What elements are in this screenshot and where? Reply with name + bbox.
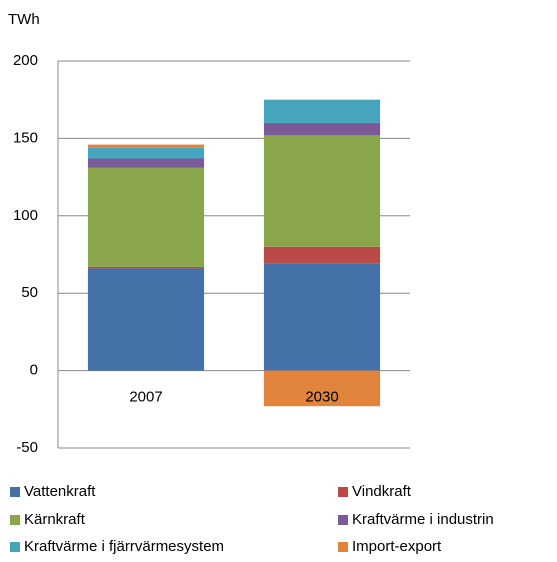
x-tick-label: 2007 <box>129 389 162 406</box>
bar-segment <box>87 147 205 159</box>
y-tick-label: 200 <box>13 52 38 69</box>
y-tick-label: 100 <box>13 207 38 224</box>
legend-swatch <box>10 487 20 497</box>
y-tick-label: 150 <box>13 129 38 146</box>
y-tick-label: 0 <box>30 362 38 379</box>
legend-label: Kraftvärme i industrin <box>352 511 494 528</box>
bar-segment <box>263 246 381 264</box>
legend-swatch <box>338 542 348 552</box>
bar-segment <box>263 99 381 123</box>
legend-swatch <box>338 487 348 497</box>
y-tick-label: -50 <box>16 439 38 456</box>
bar-segment <box>87 266 205 269</box>
legend-label: Kraftvärme i fjärrvärmesystem <box>24 538 224 555</box>
bar-segment <box>87 268 205 371</box>
legend-label: Import-export <box>352 538 442 555</box>
bar-segment <box>263 370 381 407</box>
bar-segment <box>87 167 205 267</box>
legend-swatch <box>10 542 20 552</box>
legend-swatch <box>338 515 348 525</box>
x-tick-label: 2030 <box>305 389 338 406</box>
bar-segment <box>263 135 381 247</box>
y-tick-label: 50 <box>21 284 38 301</box>
legend-label: Kärnkraft <box>24 511 86 528</box>
legend-label: Vattenkraft <box>24 483 96 500</box>
bar-segment <box>263 263 381 371</box>
bar-segment <box>87 158 205 168</box>
y-axis-label: TWh <box>8 11 40 28</box>
bar-segment <box>87 144 205 148</box>
legend-swatch <box>10 515 20 525</box>
bar-segment <box>263 122 381 136</box>
legend-label: Vindkraft <box>352 483 412 500</box>
